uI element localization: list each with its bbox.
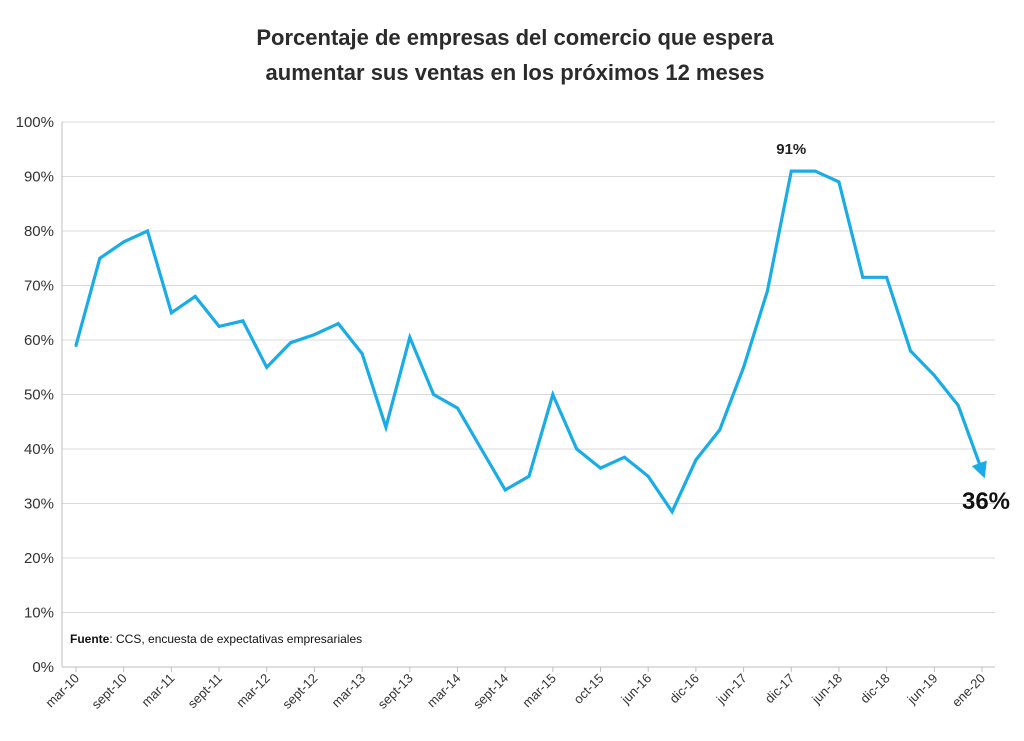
y-axis: 0% 10% 20% 30% 40% 50% 60% 70% 80% 90% 100% xyxy=(16,114,63,676)
y-tick-label: 70% xyxy=(24,278,54,295)
x-tick-label: mar-15 xyxy=(519,671,559,711)
data-point xyxy=(765,289,769,293)
chart-title-line-2: aumentar sus ventas en los próximos 12 m… xyxy=(266,60,765,85)
data-point xyxy=(527,474,531,478)
source-note: Fuente: CCS, encuesta de expectativas em… xyxy=(70,632,362,646)
data-point xyxy=(169,311,173,315)
data-point xyxy=(122,240,126,244)
data-point xyxy=(837,180,841,184)
data-point xyxy=(479,447,483,451)
data-point xyxy=(861,275,865,279)
data-series xyxy=(74,169,987,515)
data-point xyxy=(885,275,889,279)
y-tick-label: 80% xyxy=(24,223,54,240)
x-tick-label: mar-12 xyxy=(233,671,273,711)
y-tick-label: 50% xyxy=(24,387,54,404)
data-point xyxy=(98,256,102,260)
x-tick-label: sept-14 xyxy=(470,671,511,712)
x-tick-label: jun-17 xyxy=(713,671,750,708)
data-point xyxy=(622,455,626,459)
data-point xyxy=(336,322,340,326)
x-tick-label: dic-17 xyxy=(762,671,798,707)
y-tick-label: 30% xyxy=(24,496,54,513)
y-tick-label: 0% xyxy=(32,659,54,676)
y-tick-label: 10% xyxy=(24,605,54,622)
x-tick-label: mar-11 xyxy=(138,671,177,710)
data-point xyxy=(932,373,936,377)
data-point xyxy=(217,324,221,328)
data-point xyxy=(646,474,650,478)
data-point xyxy=(146,229,150,233)
data-point xyxy=(789,169,793,173)
data-point xyxy=(503,488,507,492)
data-point xyxy=(742,365,746,369)
peak-annotation: 91% xyxy=(776,141,806,158)
data-point xyxy=(718,428,722,432)
data-point xyxy=(551,393,555,396)
y-tick-label: 40% xyxy=(24,441,54,458)
x-tick-label: jun-18 xyxy=(808,671,845,708)
x-tick-label: mar-10 xyxy=(42,671,82,711)
x-axis: mar-10 sept-10 mar-11 sept-11 mar-12 sept-12 m… xyxy=(42,666,995,712)
data-point xyxy=(908,349,912,353)
x-tick-label: sept-11 xyxy=(185,671,226,712)
x-tick-label: sept-10 xyxy=(89,671,130,712)
data-point xyxy=(193,294,197,298)
x-tick-label: mar-14 xyxy=(424,671,464,711)
data-point xyxy=(289,341,293,345)
data-point xyxy=(694,458,698,462)
gridlines xyxy=(62,121,995,613)
y-tick-label: 90% xyxy=(24,169,54,186)
data-point xyxy=(312,333,316,337)
data-point xyxy=(408,335,412,339)
data-point xyxy=(74,343,78,347)
x-tick-label: oct-15 xyxy=(570,671,606,707)
x-tick-label: dic-16 xyxy=(666,671,702,707)
y-tick-label: 60% xyxy=(24,332,54,349)
x-tick-label: sept-13 xyxy=(375,671,416,712)
data-point xyxy=(265,365,269,369)
data-point xyxy=(980,469,984,473)
y-tick-label: 20% xyxy=(24,550,54,567)
data-point xyxy=(432,393,436,396)
last-value-annotation: 36% xyxy=(962,488,1010,515)
source-label: Fuente xyxy=(70,632,110,646)
data-point xyxy=(241,319,245,323)
data-point xyxy=(575,447,579,451)
x-tick-label: sept-12 xyxy=(279,671,320,712)
data-point xyxy=(360,352,364,356)
series-line xyxy=(74,169,987,515)
data-point xyxy=(813,169,817,173)
source-text: : CCS, encuesta de expectativas empresar… xyxy=(109,632,362,646)
data-point xyxy=(599,466,603,470)
chart-title-line-1: Porcentaje de empresas del comercio que … xyxy=(256,25,774,50)
x-tick-label: jun-16 xyxy=(617,671,654,708)
data-point xyxy=(455,406,459,410)
y-tick-label: 100% xyxy=(16,114,54,131)
x-tick-label: jun-19 xyxy=(904,671,941,708)
x-tick-label: mar-13 xyxy=(328,671,368,711)
x-tick-label: dic-18 xyxy=(857,671,893,707)
x-tick-label: ene-20 xyxy=(949,671,988,710)
data-point xyxy=(670,510,674,514)
data-point xyxy=(956,403,960,407)
data-point xyxy=(384,425,388,429)
